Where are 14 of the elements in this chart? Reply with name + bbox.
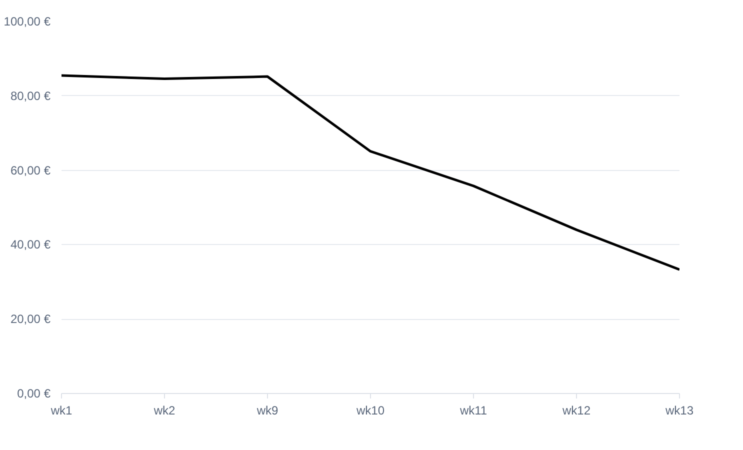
line-series <box>62 74 680 271</box>
x-tick-label: wk12 <box>561 404 591 418</box>
y-tick-label: 0,00 € <box>17 386 51 400</box>
x-tick-label: wk10 <box>355 404 385 418</box>
y-tick-label: 80,00 € <box>10 88 51 103</box>
x-tick-label: wk1 <box>50 404 72 418</box>
x-tick-label: wk13 <box>664 404 694 418</box>
y-tick-label: 40,00 € <box>10 238 51 252</box>
x-tick-label: wk9 <box>256 404 278 418</box>
x-tick-label: wk2 <box>152 404 176 418</box>
y-tick-label: 60,00 € <box>10 163 51 178</box>
x-tick-label: wk11 <box>458 404 488 418</box>
y-tick-label: 20,00 € <box>10 312 51 326</box>
y-tick-label: 100,00 € <box>4 14 51 28</box>
